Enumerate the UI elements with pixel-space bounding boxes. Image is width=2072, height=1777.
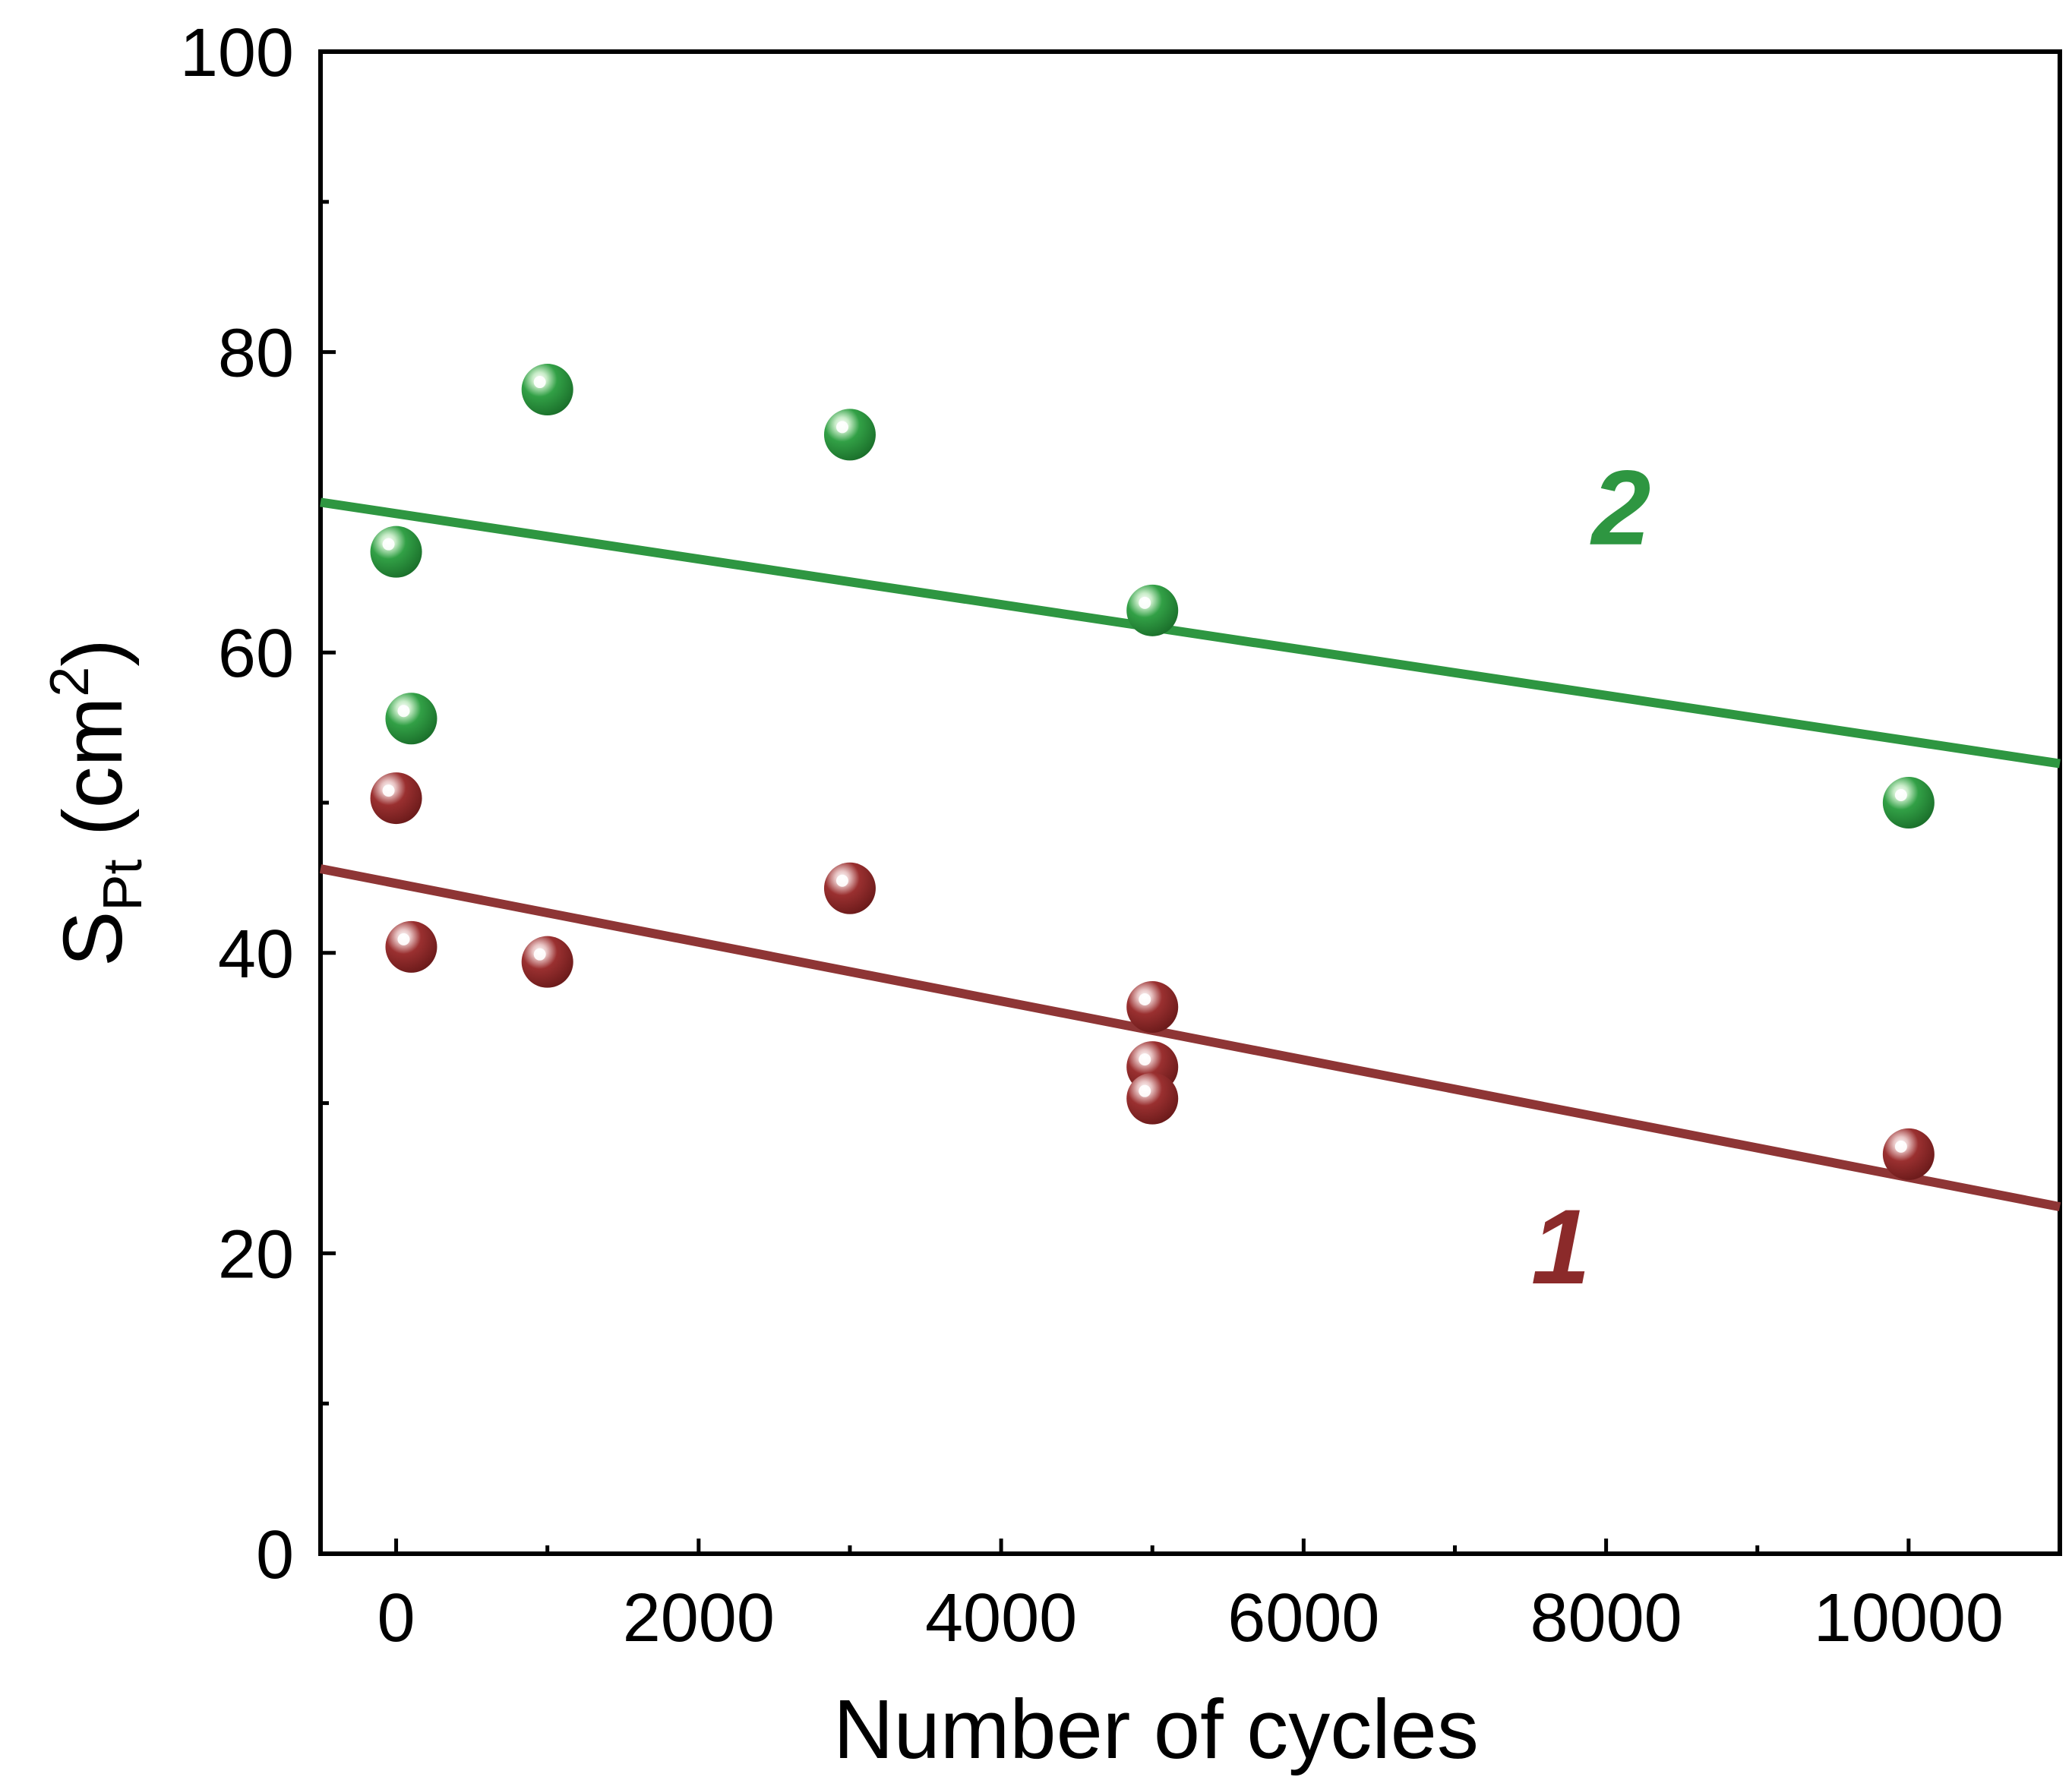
x-axis-title: Number of cycles	[833, 1683, 1479, 1776]
data-point-series-1	[370, 772, 422, 825]
y-axis-title-close: )	[46, 639, 140, 667]
y-axis-title-sup: 2	[39, 667, 100, 697]
point-highlight	[533, 948, 546, 961]
series-label-1: 1	[1531, 1187, 1590, 1306]
y-tick-label: 20	[218, 1217, 294, 1293]
y-axis-title: SPt (cm2)	[39, 639, 153, 967]
x-tick-label: 8000	[1530, 1580, 1682, 1656]
point-sphere	[385, 693, 437, 745]
series-label-2: 2	[1590, 448, 1651, 567]
point-sphere	[1126, 1072, 1179, 1125]
point-highlight	[835, 421, 848, 434]
point-highlight	[1139, 596, 1151, 609]
point-highlight	[1894, 1140, 1907, 1153]
y-tick-label: 100	[180, 15, 294, 91]
y-tick-label: 60	[218, 616, 294, 692]
point-highlight	[397, 705, 410, 718]
point-sphere	[823, 409, 876, 461]
point-sphere	[370, 526, 422, 578]
point-sphere	[823, 862, 876, 914]
data-point-series-1	[823, 862, 876, 914]
point-highlight	[382, 784, 395, 797]
x-tick-label: 6000	[1227, 1580, 1379, 1656]
y-axis-title-main: S	[46, 911, 140, 967]
data-point-series-2	[370, 526, 422, 578]
data-point-series-2	[385, 693, 437, 745]
y-tick-label: 40	[218, 917, 294, 993]
data-point-series-2	[1882, 777, 1935, 829]
point-sphere	[1126, 981, 1179, 1034]
data-points	[370, 364, 1935, 1180]
point-highlight	[397, 933, 410, 945]
point-highlight	[1894, 789, 1907, 801]
y-tick-label: 0	[256, 1517, 294, 1593]
data-point-series-1	[1882, 1128, 1935, 1180]
point-sphere	[385, 920, 437, 973]
fit-line-series-2	[320, 497, 2061, 769]
x-tick-label: 2000	[623, 1580, 775, 1656]
point-highlight	[835, 874, 848, 887]
data-point-series-1	[385, 920, 437, 973]
y-axis-title-unit: (cm	[46, 697, 140, 860]
y-tick-label: 80	[218, 316, 294, 392]
data-point-series-1	[1126, 1072, 1179, 1125]
point-highlight	[382, 538, 395, 551]
y-axis-title-sub: Pt	[93, 860, 153, 911]
data-point-series-2	[521, 364, 573, 416]
point-sphere	[1882, 1128, 1935, 1180]
point-sphere	[1126, 584, 1179, 636]
y-axis: 0 20 40 60 80 100	[180, 15, 336, 1593]
x-tick-label: 4000	[925, 1580, 1077, 1656]
series-labels: 12	[1531, 448, 1651, 1306]
point-sphere	[521, 936, 573, 988]
fit-line-series-1	[319, 864, 2061, 1211]
point-highlight	[1139, 993, 1151, 1006]
point-highlight	[533, 376, 546, 389]
data-point-series-1	[521, 936, 573, 988]
data-point-series-2	[1126, 584, 1179, 636]
x-tick-label: 0	[377, 1580, 415, 1656]
point-sphere	[521, 364, 573, 416]
point-highlight	[1139, 1084, 1151, 1097]
point-sphere	[370, 772, 422, 825]
x-tick-label: 10000	[1814, 1580, 2004, 1656]
x-axis: 0 2000 4000 6000 8000 10000	[377, 1539, 2004, 1656]
data-point-series-1	[1126, 981, 1179, 1034]
plot-frame	[318, 49, 2062, 1556]
data-point-series-2	[823, 409, 876, 461]
fit-lines	[319, 497, 2061, 1211]
point-highlight	[1139, 1053, 1151, 1066]
point-sphere	[1882, 777, 1935, 829]
